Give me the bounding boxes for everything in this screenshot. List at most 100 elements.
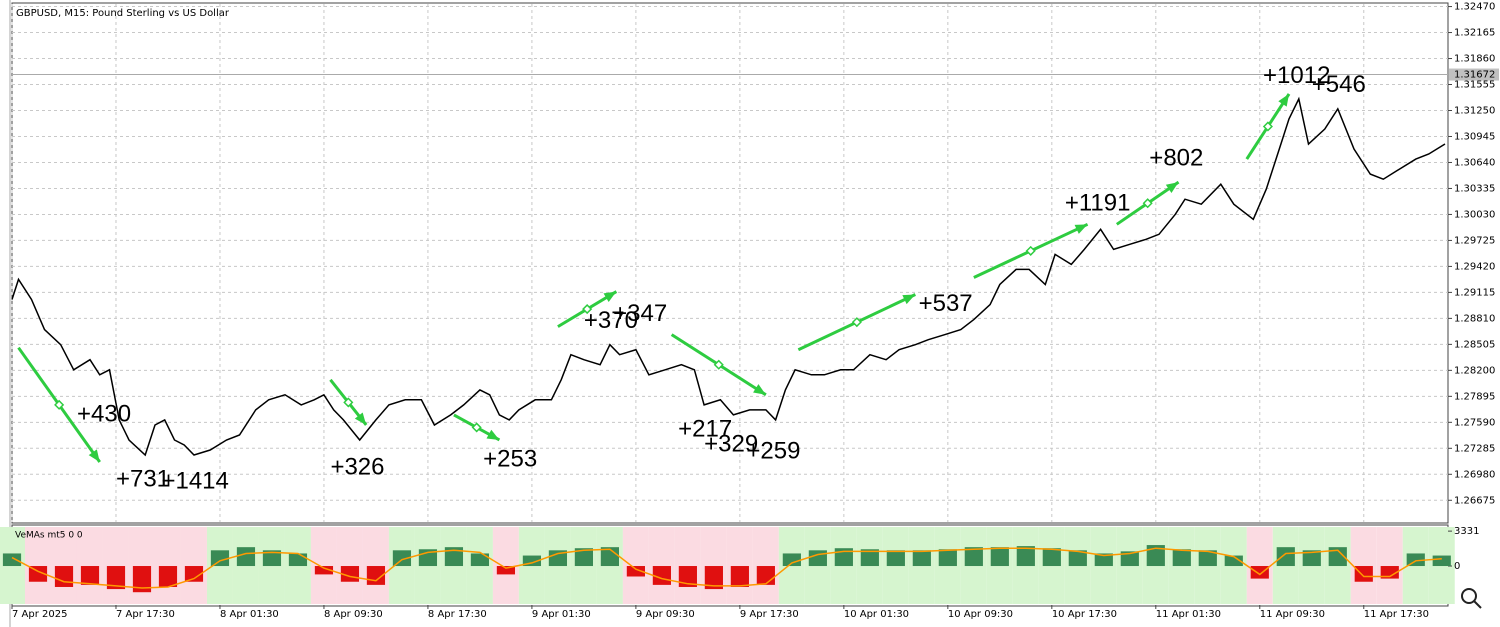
histogram-bar <box>1068 550 1087 567</box>
histogram-bar <box>574 548 593 567</box>
histogram-bar <box>314 566 334 575</box>
histogram-bar <box>210 550 230 567</box>
zone <box>1376 527 1403 604</box>
histogram-bar <box>548 550 568 567</box>
trade-label: +537 <box>919 290 973 317</box>
histogram-bar <box>80 566 100 585</box>
current-price-label: 1.31672 <box>1454 70 1495 81</box>
y-tick-label: 1.32470 <box>1454 2 1495 13</box>
x-tick-label: 11 Apr 09:30 <box>1260 609 1325 620</box>
histogram-bar <box>106 566 126 590</box>
trade-label: +326 <box>330 453 384 480</box>
price-line <box>11 96 1446 457</box>
histogram-bar <box>990 547 1009 567</box>
zone <box>622 527 649 604</box>
trade-label: +217 <box>678 415 732 442</box>
x-tick-label: 7 Apr 17:30 <box>116 609 175 620</box>
histogram-bar <box>1224 555 1243 567</box>
trade-arrow <box>973 222 1089 279</box>
arrow-head <box>1278 93 1290 107</box>
x-tick-label: 8 Apr 01:30 <box>220 609 279 620</box>
histogram-bar <box>132 566 152 593</box>
histogram-bar <box>2 553 22 567</box>
trade-label: +259 <box>746 437 800 464</box>
y-tick-label: 1.31250 <box>1454 105 1495 116</box>
trade-arrow <box>453 413 501 442</box>
arrow-head <box>902 294 916 305</box>
trade-label: +253 <box>483 445 537 472</box>
trade-label: +1414 <box>161 467 228 494</box>
trade-label: +347 <box>613 300 667 327</box>
arrow-diamond <box>54 399 65 410</box>
y-tick-label: 1.29725 <box>1454 235 1495 246</box>
histogram-bar <box>1042 548 1061 567</box>
zone <box>154 527 181 604</box>
histogram-bar <box>860 549 879 567</box>
trade-label: +731 <box>116 465 170 492</box>
histogram-bar <box>1094 553 1113 567</box>
x-tick-label: 9 Apr 17:30 <box>740 609 799 620</box>
trade-label: +329 <box>704 430 758 457</box>
arrow-head <box>354 412 367 425</box>
zone <box>492 527 519 604</box>
trade-label: +802 <box>1149 144 1203 171</box>
x-tick-label: 10 Apr 17:30 <box>1052 609 1117 620</box>
y-tick-label: 1.30945 <box>1454 131 1495 142</box>
arrow-diamond <box>582 304 593 315</box>
y-tick-label: 1.28810 <box>1454 313 1495 324</box>
trade-label: +1012 <box>1263 62 1330 89</box>
x-tick-label: 10 Apr 09:30 <box>948 609 1013 620</box>
trade-arrow <box>670 333 767 397</box>
histogram-bar <box>522 555 542 567</box>
zone <box>648 527 675 604</box>
y-tick-label: 1.28505 <box>1454 339 1495 350</box>
trade-arrow <box>1245 93 1291 160</box>
y-tick-label: 1.31555 <box>1454 80 1495 91</box>
arrow-head <box>486 429 500 440</box>
histogram-bar <box>756 566 775 585</box>
histogram-bar <box>912 550 931 567</box>
y-tick-label: 1.28200 <box>1454 365 1495 376</box>
x-tick-label: 11 Apr 01:30 <box>1156 609 1221 620</box>
x-tick-label: 7 Apr 2025 <box>12 609 67 620</box>
y-tick-label: 1.27895 <box>1454 391 1495 402</box>
histogram-bar <box>782 553 801 567</box>
zone <box>310 527 337 604</box>
zone <box>752 527 779 604</box>
zoom-lens <box>1461 588 1477 604</box>
histogram-bar <box>886 550 905 567</box>
x-tick-label: 8 Apr 09:30 <box>324 609 383 620</box>
histogram-bar <box>1250 566 1269 579</box>
histogram-bar <box>1146 545 1165 567</box>
y-tick-label: 1.30640 <box>1454 157 1495 168</box>
histogram-bar <box>1198 550 1217 567</box>
zone <box>362 527 389 604</box>
trade-arrow <box>17 346 101 463</box>
histogram-bar <box>496 566 516 575</box>
histogram-bar <box>288 553 308 567</box>
zoom-icon[interactable] <box>1461 588 1482 609</box>
histogram-bar <box>704 566 723 590</box>
histogram-bar <box>1328 547 1347 567</box>
trade-arrow <box>329 378 368 426</box>
histogram-bar <box>1302 550 1321 567</box>
arrow-head <box>753 384 766 395</box>
zone <box>76 527 103 604</box>
chart-title: GBPUSD, M15: Pound Sterling vs US Dollar <box>16 8 230 19</box>
histogram-bar <box>1380 566 1399 579</box>
histogram-bar <box>28 566 48 582</box>
arrow-diamond <box>343 397 354 408</box>
histogram-bar <box>1432 555 1451 567</box>
histogram-bar <box>808 550 827 567</box>
histogram-bar <box>964 547 983 567</box>
y-tick-label: 0 <box>1454 561 1460 572</box>
x-tick-label: 11 Apr 17:30 <box>1364 609 1429 620</box>
indicator-title: VeMAs mt5 0 0 <box>15 531 83 541</box>
histogram-bar <box>1120 551 1139 567</box>
x-tick-label: 9 Apr 01:30 <box>532 609 591 620</box>
histogram-bar <box>1354 566 1373 582</box>
zone <box>180 527 207 604</box>
trade-arrow <box>557 290 618 328</box>
y-tick-label: 1.31860 <box>1454 54 1495 65</box>
histogram-bar <box>236 547 256 567</box>
